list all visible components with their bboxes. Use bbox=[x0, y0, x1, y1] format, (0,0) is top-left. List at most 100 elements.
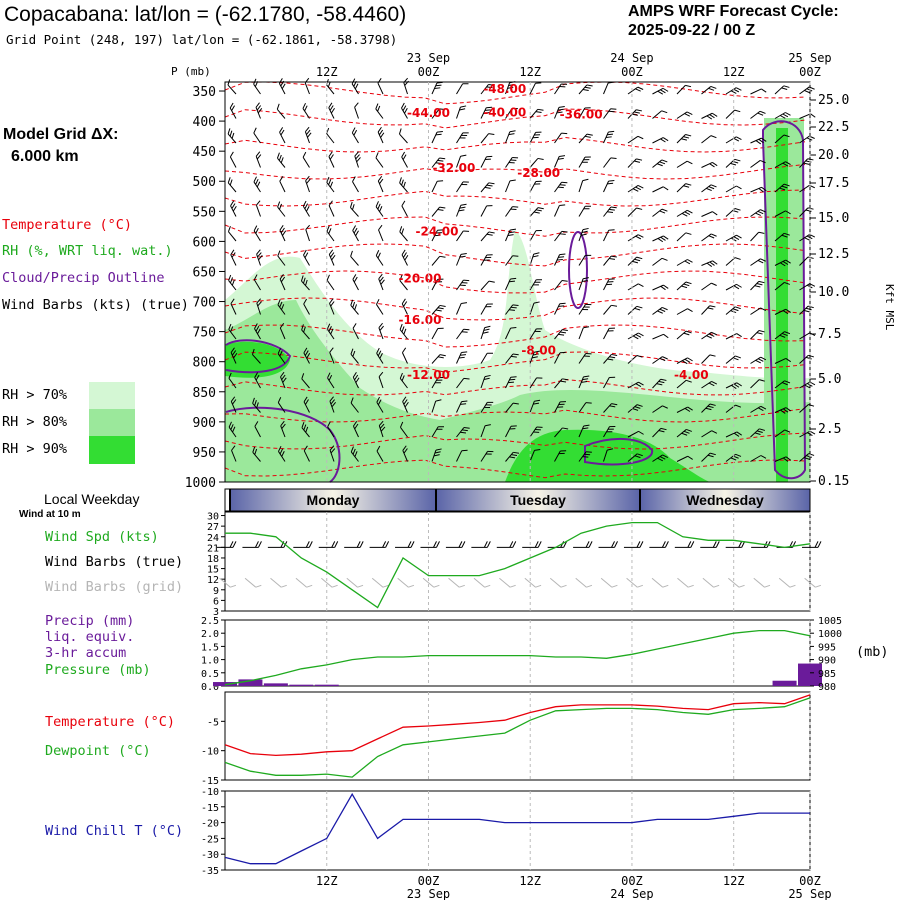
barb-feather bbox=[439, 206, 446, 209]
barb-feather bbox=[507, 234, 514, 236]
top-time-label: 00Z bbox=[621, 65, 643, 79]
barb-feather bbox=[278, 154, 282, 161]
top-time-label: 12Z bbox=[519, 65, 541, 79]
barb-feather bbox=[305, 126, 310, 133]
barb-feather bbox=[227, 177, 231, 183]
barb-feather bbox=[254, 400, 257, 406]
barb-feather bbox=[281, 83, 286, 89]
barb-feather bbox=[584, 453, 591, 456]
wind-barb bbox=[578, 375, 590, 389]
wind-barb bbox=[505, 376, 517, 389]
barb-staff bbox=[774, 85, 785, 95]
barb-feather bbox=[401, 228, 405, 235]
barb-feather bbox=[608, 130, 615, 133]
wind-barb bbox=[399, 177, 408, 193]
wind-barb bbox=[652, 208, 668, 217]
barb-feather bbox=[329, 105, 334, 111]
barb-feather bbox=[609, 426, 616, 428]
wind-barb bbox=[456, 449, 468, 462]
wind-barb bbox=[676, 134, 692, 144]
barb-staff bbox=[302, 108, 310, 119]
barb-feather bbox=[300, 275, 304, 282]
barb-feather bbox=[711, 430, 718, 434]
barb-feather bbox=[635, 235, 642, 240]
barb-feather bbox=[277, 348, 281, 354]
barb-feather bbox=[460, 403, 467, 405]
barb-staff bbox=[401, 352, 408, 364]
wind-barb bbox=[578, 326, 590, 340]
barb-feather bbox=[437, 377, 444, 379]
surface-wind-barb-grid bbox=[397, 577, 415, 588]
barb-feather bbox=[401, 102, 405, 109]
barb-staff bbox=[750, 258, 761, 266]
barb-staff bbox=[254, 426, 261, 438]
barb-staff bbox=[725, 306, 736, 315]
barb-feather bbox=[329, 445, 335, 451]
forecast-cycle-value: 2025-09-22 / 00 Z bbox=[628, 22, 756, 39]
barb-staff bbox=[627, 453, 638, 462]
barb-staff bbox=[676, 134, 686, 144]
barb-feather bbox=[281, 374, 286, 380]
wind-barb bbox=[578, 107, 591, 119]
barb-feather bbox=[401, 151, 406, 158]
wind-barb bbox=[301, 373, 310, 389]
wind-barb bbox=[350, 397, 359, 413]
barb-staff bbox=[480, 425, 486, 438]
barb-staff bbox=[456, 401, 463, 413]
wind-barb bbox=[750, 356, 767, 364]
barb-staff bbox=[277, 255, 286, 266]
wind-barb bbox=[578, 424, 590, 438]
barb-staff bbox=[554, 427, 563, 438]
wind-barb bbox=[701, 260, 718, 267]
barb-staff bbox=[256, 302, 261, 315]
wind-barb bbox=[279, 225, 287, 242]
barb-feather bbox=[687, 308, 693, 313]
barb-feather bbox=[232, 399, 237, 405]
wind-barb bbox=[403, 77, 409, 95]
barb-staff bbox=[529, 181, 537, 193]
barb-staff bbox=[253, 230, 261, 242]
barb-feather bbox=[463, 377, 470, 380]
wind-barb bbox=[327, 421, 335, 438]
barb-staff bbox=[652, 333, 664, 340]
barb-staff bbox=[529, 328, 537, 340]
barb-feather bbox=[607, 182, 614, 185]
barb-feather bbox=[255, 227, 259, 234]
barb-feather bbox=[458, 209, 465, 212]
barb-feather bbox=[278, 78, 283, 84]
barb-staff bbox=[651, 577, 664, 588]
barb-feather bbox=[534, 281, 541, 283]
barb-feather bbox=[754, 285, 761, 288]
wind-barb bbox=[278, 445, 286, 462]
barb-staff bbox=[399, 329, 408, 340]
barb-feather bbox=[712, 112, 718, 117]
barb-staff bbox=[505, 278, 511, 291]
barb-feather bbox=[439, 157, 446, 160]
barb-feather bbox=[562, 378, 569, 381]
barb-staff bbox=[480, 231, 490, 242]
panel-tick-label: 21 bbox=[207, 543, 219, 554]
temperature-contour bbox=[225, 216, 806, 237]
barb-feather bbox=[461, 302, 468, 304]
barb-feather bbox=[681, 138, 688, 141]
barb-feather bbox=[486, 184, 493, 187]
wind-barb bbox=[505, 206, 519, 217]
barb-staff bbox=[499, 577, 511, 588]
wind-barb bbox=[701, 305, 716, 315]
barb-feather bbox=[436, 81, 443, 84]
barb-feather bbox=[533, 252, 540, 255]
wind-barb bbox=[578, 84, 593, 95]
barb-feather bbox=[683, 283, 690, 287]
barb-feather bbox=[509, 280, 516, 283]
wind-barb bbox=[352, 372, 360, 389]
cloud-outline-left bbox=[225, 339, 292, 374]
barb-feather bbox=[766, 541, 771, 548]
barb-feather bbox=[758, 280, 765, 284]
wind-barb bbox=[431, 255, 446, 266]
barb-feather bbox=[463, 328, 470, 331]
barb-staff bbox=[603, 108, 611, 119]
barb-feather bbox=[756, 332, 763, 335]
barb-staff bbox=[676, 281, 687, 291]
barb-feather bbox=[330, 107, 335, 114]
barb-feather bbox=[755, 359, 762, 364]
